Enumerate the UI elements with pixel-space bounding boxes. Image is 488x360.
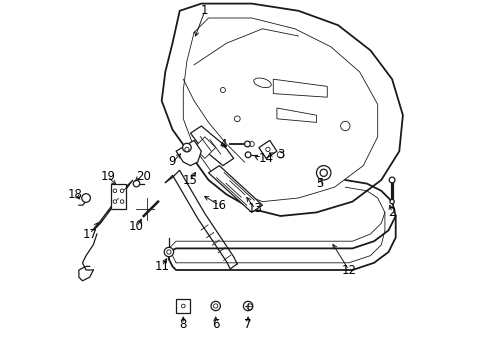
Circle shape — [184, 147, 189, 152]
Circle shape — [220, 87, 225, 93]
Polygon shape — [190, 126, 233, 166]
Text: 8: 8 — [179, 318, 186, 330]
Text: 16: 16 — [211, 199, 226, 212]
Circle shape — [388, 177, 394, 183]
Circle shape — [181, 304, 185, 308]
Circle shape — [249, 141, 254, 147]
Polygon shape — [208, 166, 262, 212]
Circle shape — [120, 189, 123, 193]
Circle shape — [166, 250, 171, 254]
Circle shape — [244, 141, 250, 147]
Circle shape — [316, 166, 330, 180]
Text: 14: 14 — [258, 152, 273, 165]
Polygon shape — [93, 180, 133, 230]
Circle shape — [133, 180, 140, 187]
Text: 2: 2 — [387, 206, 395, 219]
Circle shape — [265, 147, 269, 152]
Circle shape — [120, 200, 123, 203]
Ellipse shape — [253, 78, 271, 87]
Text: 9: 9 — [168, 156, 176, 168]
Polygon shape — [176, 299, 190, 313]
Text: 11: 11 — [154, 260, 169, 273]
Text: 10: 10 — [129, 220, 143, 233]
Text: 15: 15 — [183, 174, 198, 186]
Circle shape — [340, 121, 349, 131]
Text: 3: 3 — [276, 148, 284, 161]
Text: 5: 5 — [316, 177, 323, 190]
Circle shape — [234, 116, 240, 122]
Text: 13: 13 — [247, 202, 262, 215]
Circle shape — [164, 247, 173, 257]
Circle shape — [389, 199, 393, 204]
Text: 17: 17 — [82, 228, 97, 240]
Polygon shape — [273, 79, 326, 97]
Text: 6: 6 — [211, 318, 219, 330]
Circle shape — [81, 194, 90, 202]
Polygon shape — [194, 137, 215, 158]
Text: 18: 18 — [68, 188, 82, 201]
Text: 20: 20 — [136, 170, 151, 183]
Polygon shape — [176, 140, 201, 166]
Polygon shape — [111, 184, 125, 209]
Text: 7: 7 — [244, 318, 251, 330]
Polygon shape — [162, 4, 402, 216]
Circle shape — [113, 189, 117, 193]
Text: 19: 19 — [100, 170, 115, 183]
Circle shape — [213, 304, 218, 308]
Polygon shape — [276, 108, 316, 122]
Circle shape — [277, 152, 283, 158]
Polygon shape — [258, 140, 276, 158]
Circle shape — [243, 301, 252, 311]
Text: 1: 1 — [201, 4, 208, 17]
Text: 4: 4 — [219, 138, 226, 150]
Circle shape — [113, 200, 117, 203]
Text: 12: 12 — [341, 264, 356, 276]
Circle shape — [244, 152, 250, 158]
Circle shape — [182, 143, 191, 152]
Circle shape — [320, 169, 326, 176]
Circle shape — [211, 301, 220, 311]
